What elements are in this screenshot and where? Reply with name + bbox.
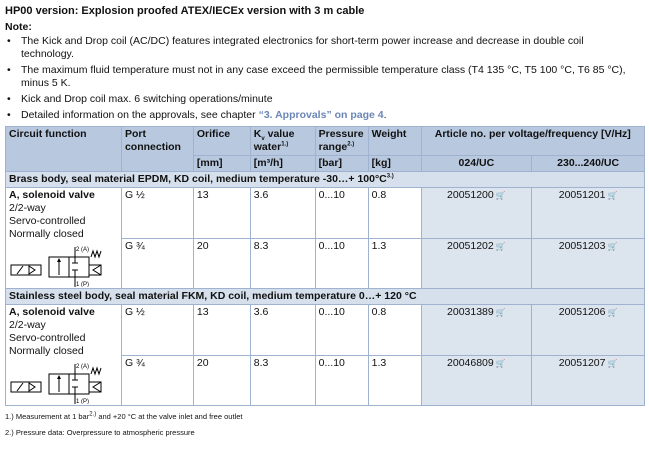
cell-orifice: 20: [192, 354, 251, 406]
circuit-function: A, solenoid valve 2/2-way Servo-controlled…: [5, 304, 122, 406]
notes-list: The Kick and Drop coil (AC/DC) features …: [5, 35, 635, 122]
cell-pressure: 0...10: [314, 237, 369, 289]
cell-pressure: 0...10: [314, 354, 369, 406]
note-item: The maximum fluid temperature must not i…: [5, 64, 635, 90]
article-number[interactable]: 20051200 🛒: [420, 187, 533, 239]
unit-v2: 230...240/UC: [531, 155, 645, 172]
cart-icon[interactable]: 🛒: [607, 358, 618, 368]
svg-text:2 (A): 2 (A): [76, 247, 89, 253]
table-row: G ¾ 20 8.3 0...10 1.3 20051202 🛒 20051203 🛒: [6, 237, 645, 289]
product-table: Circuit function Port connection Orifice…: [5, 126, 646, 406]
section-header: Brass body, seal material EPDM, KD coil,…: [5, 171, 645, 188]
article-number[interactable]: 20051207 🛒: [531, 354, 645, 406]
valve-symbol-icon: 2 (A) 1 (P): [10, 364, 102, 404]
cell-pressure: 0...10: [314, 187, 369, 239]
article-number[interactable]: 20031389 🛒: [420, 304, 533, 356]
note-item: Kick and Drop coil max. 6 switching oper…: [5, 93, 635, 106]
svg-text:1 (P): 1 (P): [76, 399, 89, 404]
section-header: Stainless steel body, seal material FKM,…: [5, 288, 645, 305]
note-text: Detailed information on the approvals, s…: [21, 109, 259, 121]
unit-pressure: [bar]: [314, 155, 369, 172]
cell-port: G ½: [120, 187, 194, 239]
cart-icon[interactable]: 🛒: [607, 191, 618, 200]
cell-weight: 0.8: [367, 304, 422, 356]
cart-icon[interactable]: 🛒: [495, 308, 506, 317]
header-kv: Kv value water1.): [249, 126, 316, 156]
cell-weight: 1.3: [367, 354, 422, 406]
article-number[interactable]: 20051201 🛒: [531, 187, 645, 239]
header-weight: Weight: [367, 126, 422, 156]
unit-kv: [m³/h]: [249, 155, 316, 172]
article-number[interactable]: 20046809 🛒: [420, 354, 533, 406]
cell-orifice: 20: [192, 237, 251, 289]
cell-kv: 8.3: [249, 354, 316, 406]
cart-icon[interactable]: 🛒: [495, 358, 506, 368]
svg-text:2 (A): 2 (A): [76, 364, 89, 370]
article-number[interactable]: 20051206 🛒: [531, 304, 645, 356]
cell-weight: 1.3: [367, 237, 422, 289]
footnote-2: 2.) Pressure data: Overpressure to atmos…: [5, 428, 195, 437]
page-title: HP00 version: Explosion proofed ATEX/IEC…: [5, 5, 365, 17]
note-label: Note:: [5, 21, 32, 33]
cart-icon[interactable]: 🛒: [607, 241, 618, 251]
header-orifice: Orifice: [192, 126, 251, 156]
cart-icon[interactable]: 🛒: [495, 191, 506, 200]
valve-symbol-icon: 2 (A) 1 (P): [10, 247, 102, 287]
cart-icon[interactable]: 🛒: [495, 241, 506, 251]
footnote-1: 1.) Measurement at 1 bar2.) and +20 °C a…: [5, 411, 243, 422]
unit-weight: [kg]: [367, 155, 422, 172]
cell-orifice: 13: [192, 304, 251, 356]
cell-pressure: 0...10: [314, 304, 369, 356]
header-port: Port connection: [120, 126, 194, 172]
unit-v1: 024/UC: [420, 155, 533, 172]
cell-port: G ¾: [120, 237, 194, 289]
cell-kv: 8.3: [249, 237, 316, 289]
cell-weight: 0.8: [367, 187, 422, 239]
cell-port: G ½: [120, 304, 194, 356]
unit-orifice: [mm]: [192, 155, 251, 172]
article-number[interactable]: 20051203 🛒: [531, 237, 645, 289]
page: HP00 version: Explosion proofed ATEX/IEC…: [0, 0, 649, 442]
cart-icon[interactable]: 🛒: [607, 308, 618, 317]
approvals-link[interactable]: “3. Approvals” on page 4: [258, 109, 384, 121]
table-row: A, solenoid valve 2/2-way Servo-controlled…: [5, 304, 645, 406]
cell-kv: 3.6: [249, 304, 316, 356]
note-end: .: [383, 109, 387, 121]
table-row: G ¾ 20 8.3 0...10 1.3 20046809 🛒 20051207 🛒: [6, 354, 645, 406]
table-row: A, solenoid valve 2/2-way Servo-controlled…: [5, 187, 645, 289]
header-circuit: Circuit function: [5, 126, 122, 172]
note-item: Detailed information on the approvals, s…: [5, 109, 635, 122]
cell-orifice: 13: [192, 187, 251, 239]
article-number[interactable]: 20051202 🛒: [420, 237, 533, 289]
header-pressure: Pressure range2.): [314, 126, 369, 156]
svg-text:1 (P): 1 (P): [76, 282, 89, 287]
cell-port: G ¾: [120, 354, 194, 406]
cell-kv: 3.6: [249, 187, 316, 239]
note-item: The Kick and Drop coil (AC/DC) features …: [5, 35, 635, 61]
header-article: Article no. per voltage/frequency [V/Hz]: [420, 126, 646, 156]
circuit-function: A, solenoid valve 2/2-way Servo-controlled…: [5, 187, 122, 289]
